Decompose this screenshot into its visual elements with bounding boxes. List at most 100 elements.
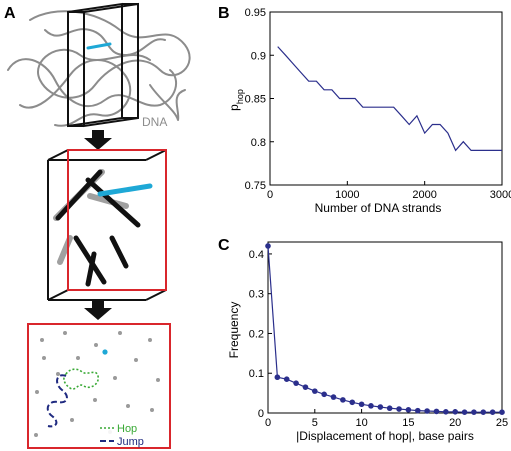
dna-dot	[118, 331, 122, 335]
data-point	[433, 408, 440, 415]
slab-frame	[67, 2, 139, 128]
dna-dot	[113, 376, 117, 380]
data-point	[461, 409, 468, 416]
dna-strand	[7, 58, 178, 107]
x-ticks: 0 5 10 15 20 25	[265, 409, 508, 429]
plot-area-frame	[267, 241, 503, 414]
x-tick-label: 5	[312, 417, 318, 429]
dna-dot	[148, 338, 152, 342]
panel-b-letter: B	[218, 5, 230, 22]
dna-dot	[134, 358, 138, 362]
dna-strand	[44, 28, 166, 56]
dna-rod	[55, 169, 103, 221]
y-axis-label: Frequency	[227, 302, 241, 359]
dna-tangle-illustration: DNA	[7, 2, 191, 129]
y-tick-label: 0.3	[249, 289, 264, 301]
data-point	[349, 399, 356, 406]
data-point	[312, 388, 318, 394]
dna-dot	[76, 356, 80, 360]
y-axis-label-main: p	[227, 104, 241, 111]
dna-dot	[63, 331, 67, 335]
series-markers	[265, 243, 505, 416]
data-point	[405, 407, 412, 413]
data-point	[452, 409, 459, 415]
x-ticks: 0 1000 2000 3000	[267, 181, 511, 201]
dna-dot	[150, 408, 154, 412]
plot-area-frame	[269, 11, 503, 186]
data-point	[293, 380, 299, 386]
data-point	[489, 409, 496, 416]
dna-highlight-segment	[86, 42, 112, 50]
data-point	[443, 409, 449, 415]
zoomed-slab-illustration	[47, 149, 167, 301]
dna-highlight-rod	[97, 183, 153, 197]
data-point	[424, 408, 430, 414]
x-tick-label: 3000	[490, 189, 511, 201]
data-point	[414, 407, 421, 414]
data-point	[358, 401, 365, 408]
data-point	[471, 409, 477, 416]
dna-dot	[56, 372, 60, 376]
dna-dot	[42, 356, 46, 360]
jump-trajectory	[46, 374, 68, 428]
dna-rod	[73, 235, 107, 285]
dna-rod	[109, 235, 129, 269]
dna-dot	[94, 343, 98, 347]
data-point	[321, 391, 327, 398]
legend-jump-label: Jump	[117, 436, 144, 448]
data-point	[283, 376, 290, 382]
chart-b: 0.75 0.8 0.85 0.9 0.95 0 1000 2000 3000 Number …	[227, 7, 511, 215]
dna-dot	[126, 404, 130, 408]
data-point	[386, 405, 393, 412]
dna-dot	[156, 378, 160, 382]
x-tick-label: 15	[402, 417, 414, 429]
x-tick-label: 25	[496, 417, 508, 429]
down-arrow-icon	[84, 130, 112, 150]
series-line	[277, 46, 502, 152]
y-tick-label: 0	[258, 408, 264, 420]
y-tick-label: 0.2	[249, 328, 264, 340]
data-point	[302, 384, 309, 390]
data-point	[340, 397, 346, 403]
dna-dot	[93, 398, 97, 402]
y-tick-label: 0.8	[251, 137, 266, 149]
y-tick-label: 0.4	[249, 249, 264, 261]
x-tick-label: 10	[355, 417, 367, 429]
projection-panel: Hop Jump	[27, 323, 171, 449]
y-tick-label: 0.95	[245, 7, 266, 19]
x-axis-label: Number of DNA strands	[315, 201, 442, 215]
data-point	[274, 374, 281, 381]
panel-a-letter: A	[4, 5, 16, 22]
y-tick-label: 0.75	[245, 180, 266, 192]
data-point	[499, 409, 505, 416]
y-ticks: 0.75 0.8 0.85 0.9 0.95	[245, 7, 274, 192]
y-tick-label: 0.85	[245, 94, 266, 106]
panel-c-letter: C	[218, 237, 230, 254]
x-tick-label: 1000	[335, 189, 359, 201]
y-tick-label: 0.9	[251, 50, 266, 62]
dna-label: DNA	[142, 115, 167, 129]
dna-strand	[29, 10, 191, 99]
x-tick-label: 0	[265, 417, 271, 429]
legend-hop-label: Hop	[117, 423, 137, 435]
chart-c: 0 0.1 0.2 0.3 0.4 0 5 10 15 20 25 |Displacement o…	[227, 241, 508, 443]
y-axis-label-sub: hop	[235, 89, 245, 104]
dna-strand	[19, 59, 132, 127]
x-tick-label: 20	[449, 417, 461, 429]
dna-dot	[40, 338, 44, 342]
dna-strand	[149, 84, 186, 121]
hop-trajectory	[63, 368, 100, 390]
data-point	[265, 243, 271, 249]
data-point	[368, 403, 374, 409]
data-point	[480, 409, 487, 416]
data-point	[377, 404, 384, 410]
dna-rod	[85, 251, 97, 287]
x-tick-label: 0	[267, 189, 273, 201]
dna-rod	[85, 177, 141, 228]
data-point	[330, 394, 337, 400]
dna-dot	[70, 418, 74, 422]
y-tick-label: 0.1	[249, 368, 264, 380]
highlight-dot	[102, 349, 108, 355]
y-axis-label: phop	[227, 89, 245, 111]
